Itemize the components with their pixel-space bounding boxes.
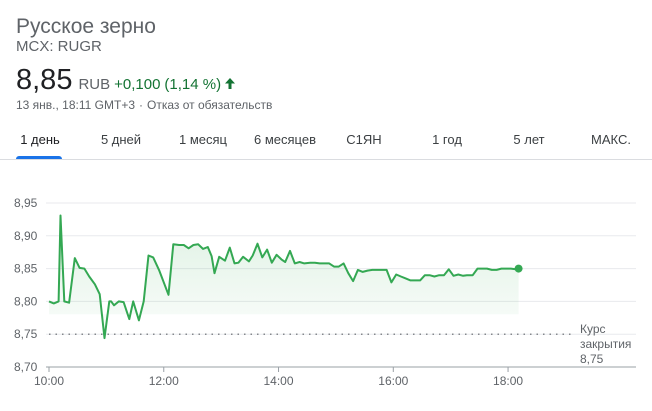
tab-6-months[interactable]: 6 месяцев [254, 132, 316, 147]
stock-ticker: MCX: RUGR [16, 38, 102, 55]
range-tabs: 1 день 5 дней 1 месяц 6 месяцев С1ЯН 1 г… [0, 122, 652, 160]
tab-ytd[interactable]: С1ЯН [346, 132, 382, 147]
price-series-line [48, 214, 519, 340]
tab-5-years[interactable]: 5 лет [513, 132, 545, 147]
x-tick-label: 14:00 [264, 374, 294, 388]
previous-close-label-line1: Курс [580, 322, 606, 336]
tab-1-year[interactable]: 1 год [432, 132, 462, 147]
x-tick-label: 10:00 [34, 374, 64, 388]
previous-close-label-line2: закрытия [580, 337, 631, 351]
active-tab-indicator [16, 156, 62, 159]
current-price: 8,85 [16, 64, 73, 96]
price-change-percent: (1,14 %) [164, 76, 222, 93]
previous-close-label-line3: 8,75 [580, 352, 604, 366]
meta-separator: · [139, 98, 143, 112]
y-axis-ticks: 8,95 8,90 8,85 8,80 8,75 8,70 [14, 196, 38, 374]
quote-timestamp: 13 янв., 18:11 GMT+3 [16, 98, 135, 112]
y-tick-label: 8,85 [14, 262, 38, 276]
tab-1-month[interactable]: 1 месяц [179, 132, 227, 147]
stock-name: Русское зерно [16, 15, 156, 38]
quote-meta: 13 янв., 18:11 GMT+3 · Отказ от обязательс… [16, 97, 272, 113]
tab-5-days[interactable]: 5 дней [100, 132, 142, 147]
currency: RUB [78, 76, 111, 93]
price-area-fill [49, 215, 519, 339]
tab-max[interactable]: МАКС. [591, 132, 631, 147]
price-change: +0,100 [114, 76, 161, 93]
x-axis-ticks: 10:00 12:00 14:00 16:00 18:00 [34, 367, 523, 388]
x-tick-label: 16:00 [378, 374, 408, 388]
y-tick-label: 8,80 [14, 294, 38, 308]
arrow-up-icon [224, 77, 238, 95]
y-tick-label: 8,75 [14, 327, 38, 341]
y-tick-label: 8,70 [14, 360, 38, 374]
x-tick-label: 12:00 [149, 374, 179, 388]
y-tick-label: 8,95 [14, 196, 38, 210]
tabs-divider [0, 159, 652, 160]
tab-1-day[interactable]: 1 день [20, 132, 60, 147]
last-price-point [514, 264, 523, 273]
y-tick-label: 8,90 [14, 229, 38, 243]
price-row: 8,85 RUB +0,100 (1,14 %) [16, 64, 238, 96]
disclaimer-link[interactable]: Отказ от обязательств [147, 98, 273, 112]
x-tick-label: 18:00 [493, 374, 523, 388]
